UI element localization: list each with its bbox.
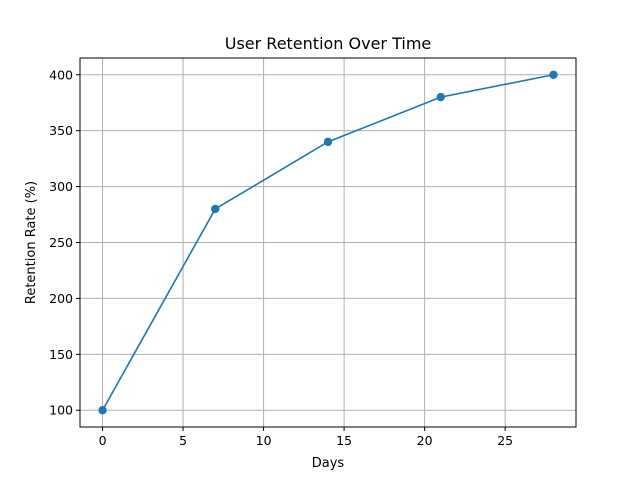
data-point bbox=[211, 204, 220, 214]
y-tick-label: 250 bbox=[49, 235, 73, 250]
data-point bbox=[549, 70, 558, 79]
x-tick-label: 5 bbox=[179, 433, 187, 448]
y-tick-label: 300 bbox=[49, 179, 73, 194]
x-tick-label: 15 bbox=[336, 433, 352, 448]
x-tick-label: 0 bbox=[99, 433, 107, 448]
x-tick-label: 10 bbox=[256, 433, 272, 448]
x-tick-label: 20 bbox=[417, 433, 433, 448]
data-point bbox=[98, 406, 107, 415]
y-tick-label: 150 bbox=[49, 347, 73, 362]
series-layer bbox=[98, 70, 558, 415]
y-axis-ticks: 100 150 200 250 300 350 400 bbox=[49, 67, 80, 418]
x-tick-label: 25 bbox=[497, 433, 513, 448]
x-axis-ticks: 0 5 10 15 20 25 bbox=[99, 427, 513, 448]
y-axis-label: Retention Rate (%) bbox=[24, 181, 39, 304]
data-point bbox=[323, 137, 333, 147]
grid bbox=[80, 58, 576, 427]
y-tick-label: 400 bbox=[49, 67, 73, 82]
chart-title: User Retention Over Time bbox=[225, 34, 432, 53]
data-point bbox=[436, 92, 445, 102]
y-tick-label: 200 bbox=[49, 291, 73, 306]
y-tick-label: 100 bbox=[49, 403, 73, 418]
y-tick-label: 350 bbox=[49, 123, 73, 138]
x-axis-label: Days bbox=[312, 456, 345, 471]
